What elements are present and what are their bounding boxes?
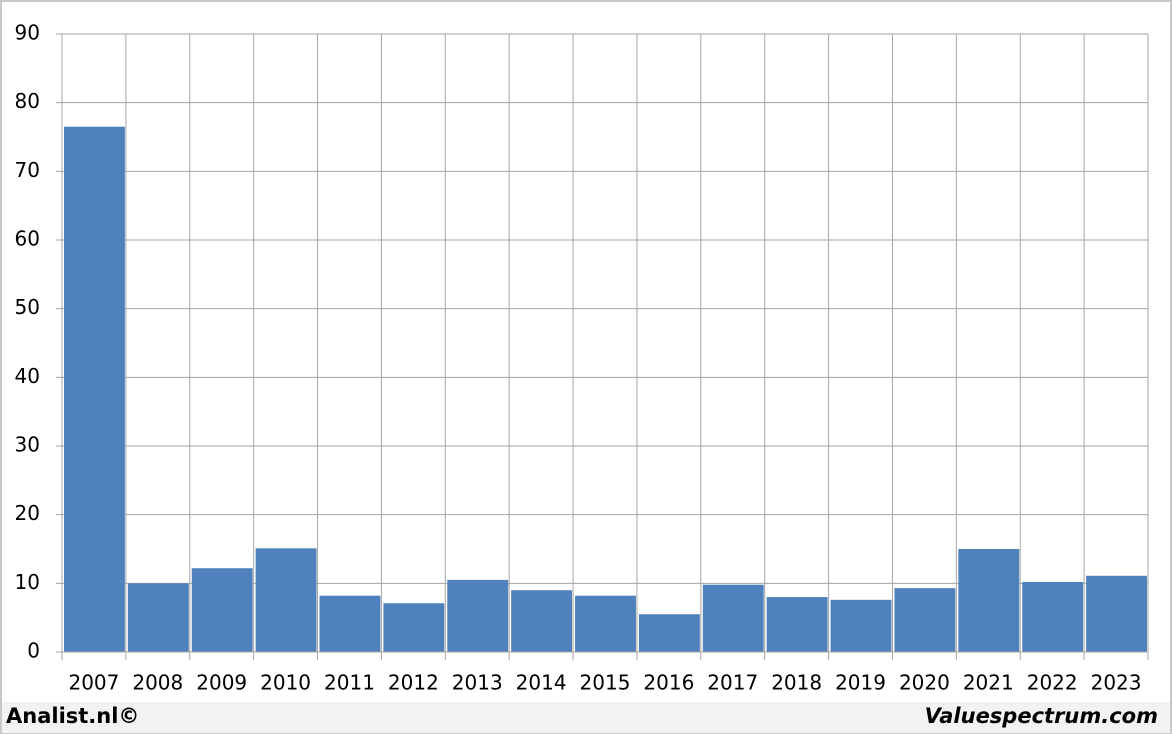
bar <box>64 126 125 652</box>
y-tick-label: 50 <box>15 295 40 319</box>
x-tick-label: 2022 <box>1027 671 1078 695</box>
y-tick-label: 90 <box>15 21 40 45</box>
x-tick-label: 2010 <box>260 671 311 695</box>
x-tick-label: 2007 <box>68 671 119 695</box>
footer-right: Valuespectrum.com <box>925 704 1158 728</box>
bar <box>638 614 700 652</box>
bar <box>447 579 509 652</box>
x-tick-label: 2018 <box>771 671 822 695</box>
bar <box>319 595 381 652</box>
x-tick-label: 2023 <box>1091 671 1142 695</box>
x-tick-label: 2020 <box>899 671 950 695</box>
footer-left: Analist.nl© <box>6 704 139 728</box>
bar <box>766 597 828 652</box>
y-tick-label: 80 <box>15 89 40 113</box>
x-tick-label: 2011 <box>324 671 375 695</box>
y-tick-label: 40 <box>15 364 40 388</box>
bar <box>1022 581 1084 652</box>
x-tick-label: 2019 <box>835 671 886 695</box>
bar <box>383 603 445 652</box>
bar <box>958 549 1020 652</box>
y-tick-label: 60 <box>15 227 40 251</box>
y-tick-label: 30 <box>15 433 40 457</box>
x-tick-label: 2013 <box>452 671 503 695</box>
bar <box>255 548 317 652</box>
y-tick-label: 20 <box>15 501 40 525</box>
x-tick-label: 2012 <box>388 671 439 695</box>
x-tick-label: 2014 <box>516 671 567 695</box>
bar <box>191 568 253 652</box>
x-tick-label: 2016 <box>643 671 694 695</box>
x-tick-label: 2008 <box>132 671 183 695</box>
bar <box>511 590 573 652</box>
bar <box>127 583 189 652</box>
bar <box>830 599 892 652</box>
bar <box>575 595 636 652</box>
bar <box>1086 575 1147 652</box>
x-tick-label: 2021 <box>963 671 1014 695</box>
x-tick-label: 2015 <box>580 671 631 695</box>
bar <box>702 584 764 652</box>
bar <box>894 588 956 652</box>
y-tick-label: 70 <box>15 158 40 182</box>
footer-bar <box>2 702 1170 733</box>
x-tick-label: 2017 <box>707 671 758 695</box>
y-tick-label: 0 <box>27 639 40 663</box>
x-tick-label: 2009 <box>196 671 247 695</box>
y-tick-label: 10 <box>15 570 40 594</box>
